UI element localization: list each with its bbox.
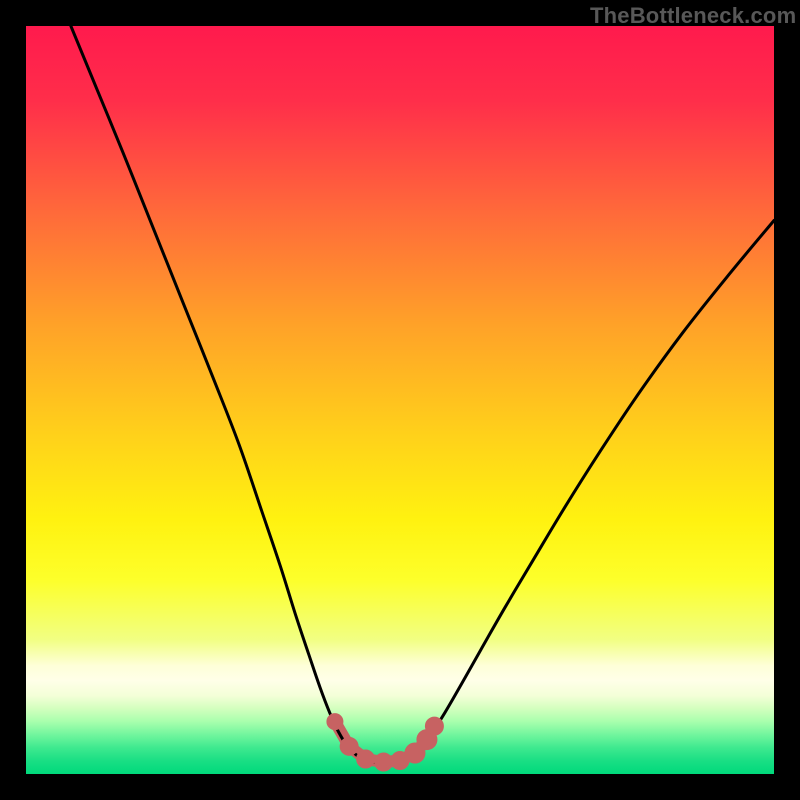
curve-marker-dot	[375, 753, 393, 771]
curve-marker-dot	[357, 750, 375, 768]
outer-frame	[0, 0, 800, 800]
curve-marker-dot	[425, 717, 443, 735]
watermark-text: TheBottleneck.com	[590, 3, 796, 29]
chart-background	[26, 26, 774, 774]
curve-marker-dot	[327, 714, 343, 730]
chart-svg	[0, 0, 800, 800]
curve-marker-dot	[340, 737, 358, 755]
